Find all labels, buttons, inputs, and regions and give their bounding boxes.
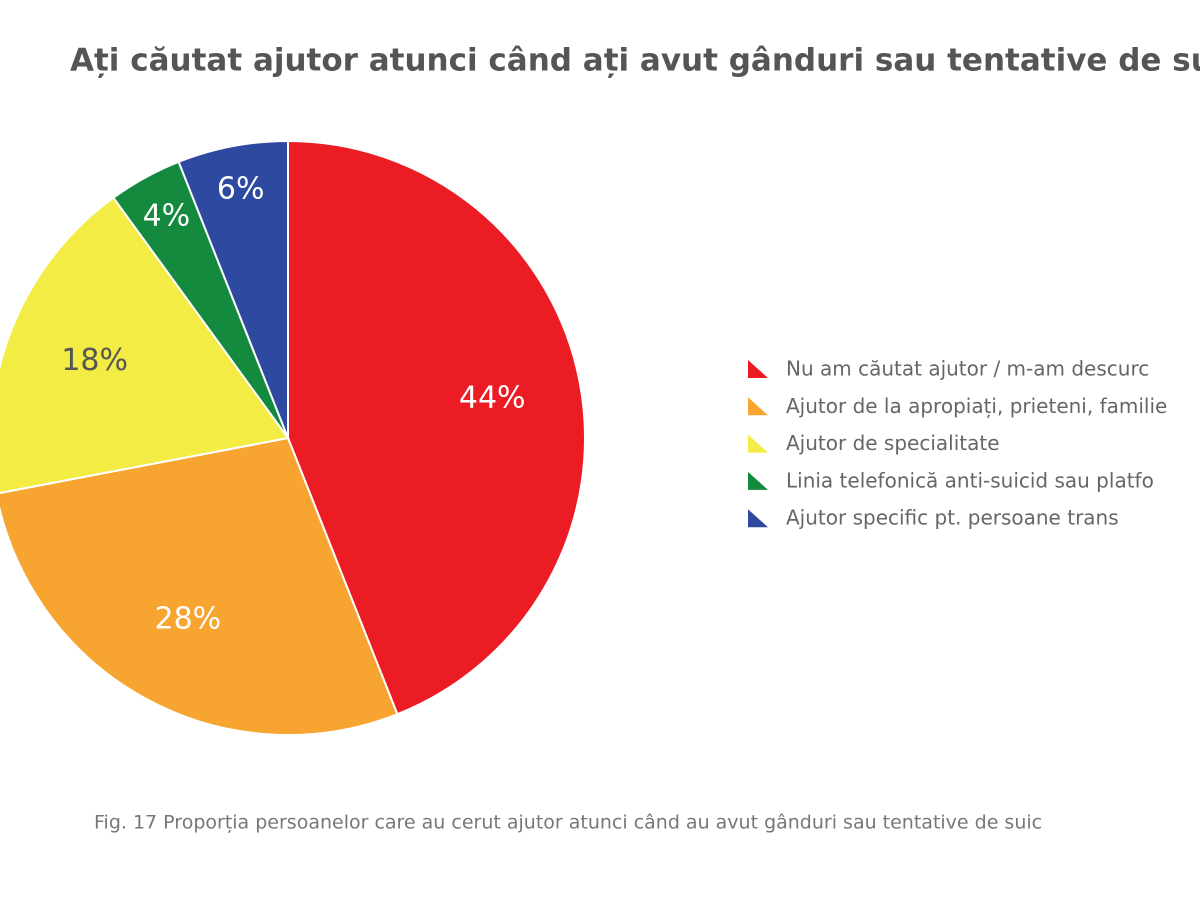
- data-label: 44%: [459, 381, 526, 416]
- legend-marker: [748, 471, 768, 490]
- legend-marker: [748, 509, 768, 528]
- chart-title: Ați căutat ajutor atunci când ați avut g…: [70, 43, 1200, 79]
- legend-marker: [748, 360, 768, 378]
- caption: Fig. 17 Proporția persoanelor care au ce…: [94, 812, 1042, 834]
- data-label: 18%: [61, 343, 128, 378]
- legend-label: Nu am căutat ajutor / m-am descurc: [786, 357, 1149, 381]
- legend-label: Ajutor specific pt. persoane trans: [786, 506, 1119, 530]
- legend-label: Ajutor de specialitate: [786, 431, 1000, 455]
- pie-slice: [0, 196, 290, 494]
- pie-slice: [287, 139, 587, 716]
- legend-marker: [748, 434, 768, 453]
- legend-marker: [748, 397, 768, 416]
- legend-label: Ajutor de la apropiați, prieteni, famili…: [786, 394, 1167, 418]
- legend-label: Linia telefonică anti-suicid sau platfo: [786, 468, 1154, 492]
- pie-slice: [177, 139, 289, 439]
- data-label: 4%: [143, 198, 191, 233]
- pie-slice: [0, 436, 399, 736]
- data-label: 28%: [154, 602, 221, 637]
- data-label: 6%: [217, 172, 265, 207]
